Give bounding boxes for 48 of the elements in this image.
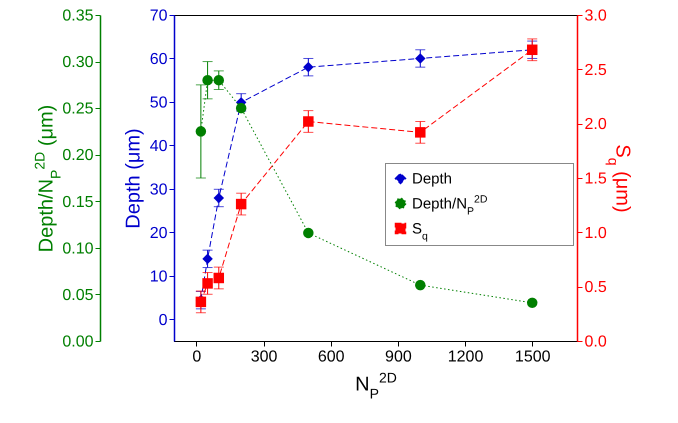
- x-tick-label: 1200: [448, 348, 484, 366]
- point: [202, 278, 213, 289]
- point: [202, 254, 213, 264]
- point: [196, 126, 206, 137]
- y-tick-label: 40: [150, 138, 168, 155]
- y3-tick-label: 0.20: [62, 147, 94, 164]
- x-tick-label: 600: [318, 348, 345, 366]
- y-tick-label: 30: [150, 181, 168, 198]
- y-tick-label: 20: [150, 224, 168, 242]
- y2-tick-label: 2.0: [584, 116, 607, 134]
- point: [526, 298, 538, 308]
- point: [214, 192, 224, 204]
- x-tick-label: 1500: [514, 348, 551, 366]
- point: [214, 74, 224, 86]
- y-tick-label: 10: [150, 268, 168, 286]
- legend-label: S$_{q}$: [412, 220, 428, 242]
- y2-tick-label: 1.0: [584, 224, 607, 242]
- y-axis-title: Depth (μm): [122, 128, 145, 229]
- y-tick-label: 70: [150, 8, 168, 24]
- y3-tick-label: 0.35: [62, 8, 94, 24]
- y2-tick-label: 3.0: [584, 8, 607, 24]
- point: [415, 127, 426, 138]
- point: [236, 198, 246, 210]
- point: [415, 53, 426, 64]
- y3-tick-label: 0.25: [62, 100, 94, 118]
- y2-tick-label: 2.5: [584, 62, 607, 79]
- point: [214, 272, 224, 284]
- legend-label: Depth: [412, 170, 452, 188]
- point: [415, 280, 426, 290]
- y2-tick-label: 1.5: [584, 170, 607, 188]
- y-tick-label: 0: [158, 312, 168, 329]
- y2-tick-label: 0.5: [584, 279, 607, 296]
- y-tick-label: 60: [150, 50, 168, 68]
- y3-tick-label: 0.00: [62, 334, 94, 350]
- y3-tick-label: 0.05: [62, 286, 94, 304]
- point: [236, 102, 246, 114]
- y-tick-label: 50: [150, 94, 168, 112]
- y3-tick-label: 0.30: [62, 54, 94, 72]
- y2-tick-label: 0.0: [584, 334, 607, 350]
- y3-tick-label: 0.10: [62, 240, 94, 258]
- point: [303, 228, 314, 238]
- point: [202, 74, 213, 86]
- point: [303, 62, 314, 72]
- x-tick-label: 900: [385, 348, 412, 366]
- point: [303, 116, 314, 127]
- y3-tick-label: 0.15: [62, 194, 94, 211]
- x-tick-label: 300: [250, 348, 278, 366]
- x-tick-label: 0: [192, 348, 202, 366]
